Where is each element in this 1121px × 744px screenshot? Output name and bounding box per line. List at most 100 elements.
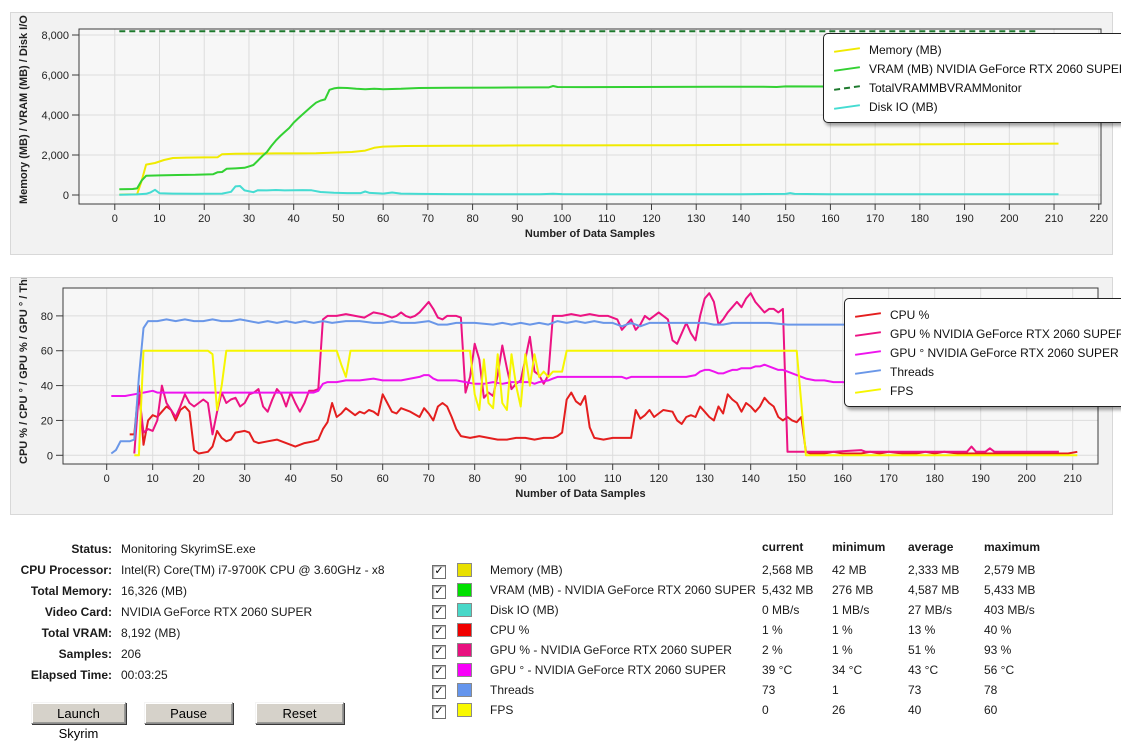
metric-average: 73 (908, 683, 922, 697)
x-tick-label: 120 (650, 473, 668, 485)
x-tick-label: 170 (866, 213, 884, 225)
legend-line-gpu-temp (854, 349, 882, 356)
status-row: Samples: 206 (6, 643, 426, 664)
metric-color-swatch (457, 583, 472, 597)
status-row: Video Card: NVIDIA GeForce RTX 2060 SUPER (6, 601, 426, 622)
metric-checkbox[interactable]: ✓ (432, 665, 446, 679)
status-row: Status: Monitoring SkyrimSE.exe (6, 538, 426, 559)
metric-current: 0 MB/s (762, 603, 800, 617)
metric-checkbox[interactable]: ✓ (432, 685, 446, 699)
y-tick-label: 8,000 (41, 30, 69, 42)
series-threads (110, 318, 1059, 455)
metric-average: 51 % (908, 643, 936, 657)
x-tick-label: 130 (687, 213, 705, 225)
legend-line-vram-mb (833, 65, 861, 72)
status-panel: Status: Monitoring SkyrimSE.exe CPU Proces… (6, 538, 426, 685)
header-current: current (762, 540, 804, 554)
metric-current: 2,568 MB (762, 563, 814, 577)
x-tick-label: 120 (642, 213, 660, 225)
metric-maximum: 93 % (984, 643, 1012, 657)
metric-checkbox[interactable]: ✓ (432, 565, 446, 579)
x-tick-label: 70 (423, 473, 435, 485)
legend-label: VRAM (MB) NVIDIA GeForce RTX 2060 SUPER (869, 61, 1121, 76)
status-row: Total VRAM: 8,192 (MB) (6, 622, 426, 643)
legend-label: Threads (890, 364, 935, 379)
metric-minimum: 1 % (832, 643, 853, 657)
x-tick-label: 150 (788, 473, 806, 485)
x-tick-label: 60 (377, 473, 389, 485)
x-tick-label: 30 (239, 473, 251, 485)
legend-label: FPS (890, 383, 914, 398)
metric-checkbox[interactable]: ✓ (432, 705, 446, 719)
cpu-gpu-chart-legend: CPU % GPU % NVIDIA GeForce RTX 2060 SUPER… (844, 298, 1121, 407)
y-tick-label: 2,000 (41, 150, 69, 162)
metric-checkbox[interactable]: ✓ (432, 605, 446, 619)
status-row: Total Memory: 16,326 (MB) (6, 580, 426, 601)
x-tick-label: 160 (821, 213, 839, 225)
x-tick-label: 40 (285, 473, 297, 485)
x-tick-label: 40 (288, 213, 300, 225)
x-tick-label: 20 (193, 473, 205, 485)
y-tick-label: 40 (41, 381, 53, 393)
metric-label: CPU % (490, 623, 530, 637)
x-tick-label: 80 (469, 473, 481, 485)
memory-chart-legend: Memory (MB) VRAM (MB) NVIDIA GeForce RTX … (823, 33, 1121, 123)
metric-maximum: 5,433 MB (984, 583, 1036, 597)
y-axis-label: CPU % / CPU ° / GPU % / GPU ° / Thr (18, 278, 30, 464)
metric-maximum: 60 (984, 703, 998, 717)
x-tick-label: 130 (696, 473, 714, 485)
x-tick-label: 200 (1000, 213, 1018, 225)
status-row-label: Total Memory: (30, 583, 112, 598)
metric-current: 5,432 MB (762, 583, 814, 597)
metric-color-swatch (457, 603, 472, 617)
x-tick-label: 210 (1045, 213, 1063, 225)
metric-label: VRAM (MB) - NVIDIA GeForce RTX 2060 SUPE… (490, 583, 756, 597)
metric-color-swatch (457, 663, 472, 677)
stats-table-header: current minimum average maximum (432, 537, 1117, 557)
metric-label: FPS (490, 703, 514, 717)
metric-current: 2 % (762, 643, 783, 657)
y-tick-label: 0 (47, 450, 53, 462)
memory-vram-chart-panel: 0 10 20 30 40 50 60 70 80 90 100 110 120 130 140 150 160… (10, 12, 1121, 255)
legend-item-threads: Threads (854, 362, 1119, 381)
legend-item-vram-mb: VRAM (MB) NVIDIA GeForce RTX 2060 SUPER (833, 59, 1121, 78)
y-tick-label: 20 (41, 415, 53, 427)
series-memory-mb (119, 142, 1059, 196)
x-tick-label: 80 (466, 213, 478, 225)
x-tick-label: 70 (422, 213, 434, 225)
metric-checkbox[interactable]: ✓ (432, 625, 446, 639)
legend-item-gpu-pct: GPU % NVIDIA GeForce RTX 2060 SUPER (854, 324, 1121, 343)
x-axis-label: Number of Data Samples (525, 228, 655, 240)
x-axis-label: Number of Data Samples (515, 488, 645, 500)
metric-minimum: 26 (832, 703, 846, 717)
stat-row: ✓ VRAM (MB) - NVIDIA GeForce RTX 2060 SUP… (432, 580, 1117, 600)
y-tick-label: 60 (41, 346, 53, 358)
status-row-value: NVIDIA GeForce RTX 2060 SUPER (121, 604, 313, 619)
launch-skyrim-button[interactable]: Launch Skyrim (31, 702, 126, 741)
metric-minimum: 34 °C (832, 663, 863, 677)
reset-button[interactable]: Reset (255, 702, 344, 724)
stat-row: ✓ GPU ° - NVIDIA GeForce RTX 2060 SUPER 39… (432, 660, 1117, 680)
status-row-value: 8,192 (MB) (121, 625, 181, 640)
metric-color-swatch (457, 563, 472, 577)
legend-label: CPU % (890, 307, 930, 322)
legend-item-memory-mb: Memory (MB) (833, 40, 1118, 59)
x-tick-label: 110 (598, 213, 616, 225)
metric-minimum: 1 % (832, 623, 853, 637)
x-tick-label: 180 (911, 213, 929, 225)
series-vram-mb (119, 85, 1059, 191)
stats-table-rows: ✓ Memory (MB) 2,568 MB 42 MB 2,333 MB 2,579 M… (432, 560, 1117, 720)
x-tick-label: 140 (742, 473, 760, 485)
pause-button[interactable]: Pause (144, 702, 233, 724)
x-tick-label: 10 (147, 473, 159, 485)
metric-checkbox[interactable]: ✓ (432, 585, 446, 599)
x-tick-label: 190 (972, 473, 990, 485)
metric-maximum: 40 % (984, 623, 1012, 637)
series-cpu-pct (129, 384, 1078, 455)
metric-average: 43 °C (908, 663, 939, 677)
metric-minimum: 42 MB (832, 563, 867, 577)
x-tick-label: 10 (153, 213, 165, 225)
metric-average: 4,587 MB (908, 583, 960, 597)
legend-label: GPU % NVIDIA GeForce RTX 2060 SUPER (890, 326, 1121, 341)
metric-checkbox[interactable]: ✓ (432, 645, 446, 659)
